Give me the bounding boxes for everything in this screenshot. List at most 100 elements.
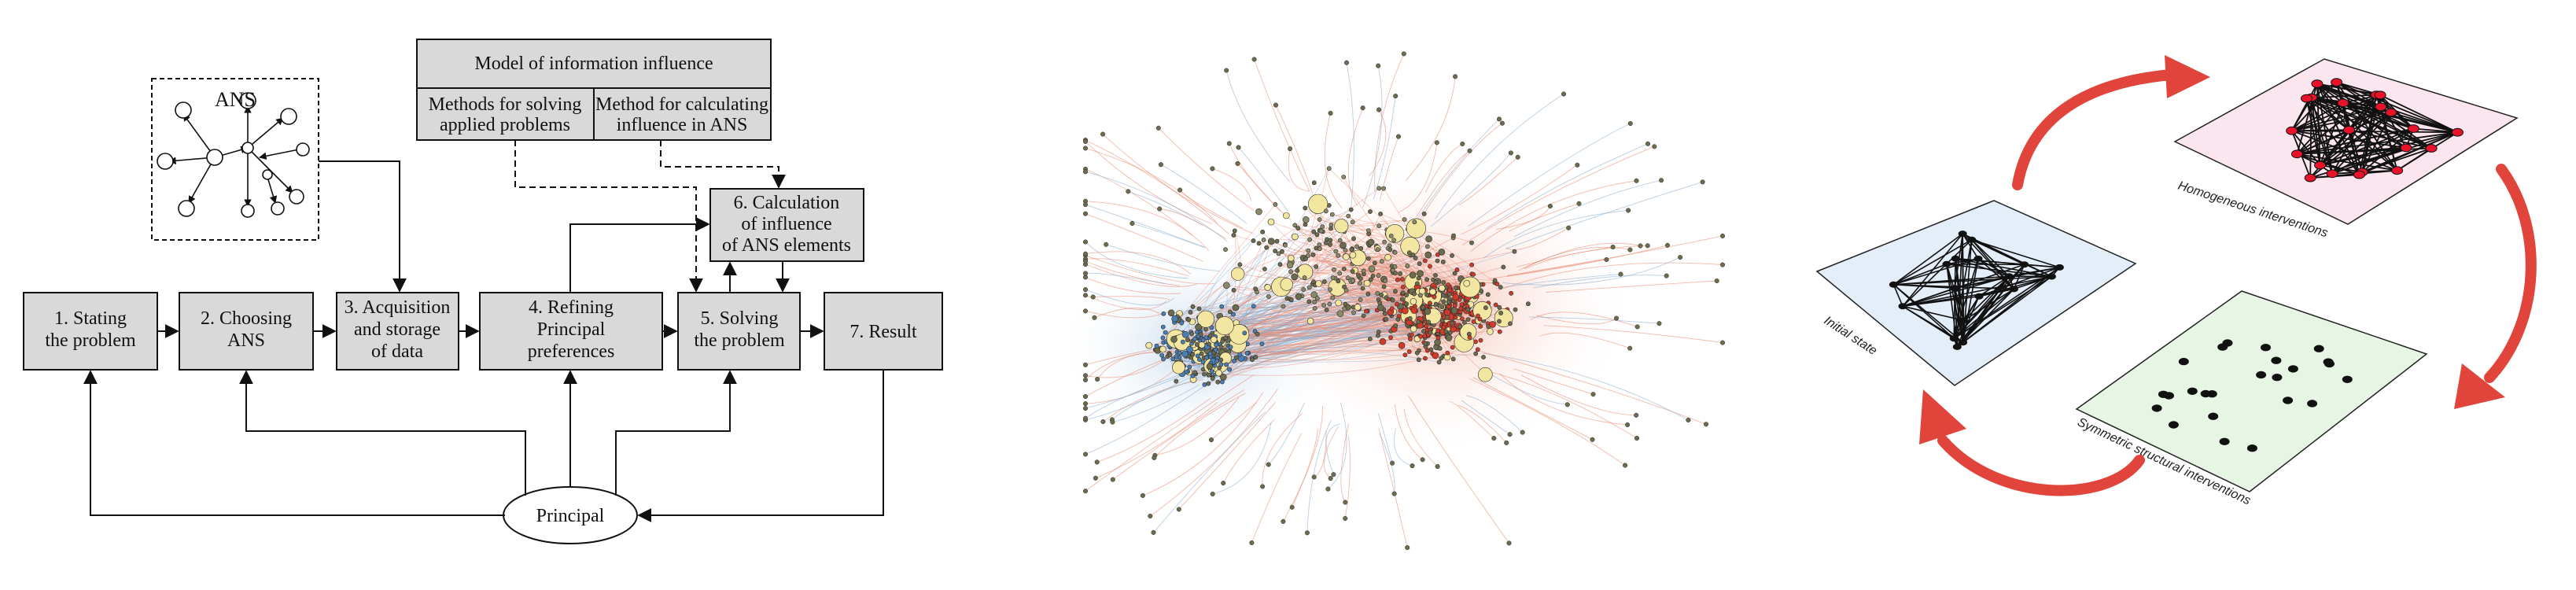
graph-edge: [1954, 288, 1965, 321]
network-edge: [1096, 397, 1211, 463]
network-node: [1289, 297, 1294, 303]
network-node: [1255, 331, 1260, 337]
flowchart-text: Model of information influence Methods f…: [45, 53, 917, 526]
methods-solving-box: [416, 87, 595, 141]
network-edge: [1536, 315, 1617, 325]
network-node: [1218, 362, 1224, 367]
network-edge: [1376, 245, 1432, 324]
network-node: [1433, 279, 1439, 285]
graph-edge: [1962, 288, 2014, 322]
network-node: [1358, 276, 1363, 281]
network-node: [1218, 357, 1224, 363]
network-node: [1196, 306, 1202, 312]
network-node: [1450, 356, 1456, 362]
network-node: [1082, 452, 1089, 457]
network-node: [1349, 251, 1357, 259]
network-node: [1450, 253, 1454, 258]
network-edge: [1095, 401, 1218, 479]
network-node: [1445, 334, 1453, 341]
graph-node: [1889, 281, 1898, 288]
network-edge: [1085, 141, 1213, 225]
network-node: [1509, 290, 1513, 296]
network-node: [1094, 459, 1100, 465]
network-node: [1613, 315, 1620, 321]
step-3-box: [336, 292, 459, 371]
graph-edge: [1953, 258, 1979, 339]
network-edge: [1332, 253, 1428, 278]
network-edge: [1112, 384, 1200, 423]
network-node: [1154, 343, 1159, 348]
network-edge: [1211, 402, 1257, 441]
network-node: [1645, 141, 1651, 146]
network-node: [1262, 267, 1267, 271]
graph-edge: [2014, 275, 2052, 290]
network-edge: [1236, 275, 1413, 323]
step-6-line-1: 6. Calculation: [734, 193, 840, 213]
network-node: [1273, 201, 1278, 207]
graph-edge: [1962, 275, 2010, 321]
network-node: [1215, 379, 1221, 385]
network-edge: [1085, 242, 1188, 279]
graph-node: [2151, 404, 2162, 412]
network-edge: [1268, 402, 1305, 465]
network-node: [1479, 289, 1484, 294]
network-node: [1450, 307, 1458, 314]
network-node: [1327, 301, 1332, 307]
network-node: [1336, 278, 1341, 284]
network-node: [1452, 271, 1458, 276]
network-node: [1408, 336, 1413, 341]
network-edge: [1085, 272, 1166, 285]
network-node: [1321, 303, 1326, 308]
network-node: [1318, 228, 1324, 234]
network-node: [1358, 280, 1362, 286]
network-node: [1100, 419, 1106, 425]
network-node: [1302, 275, 1307, 280]
network-node: [1652, 144, 1657, 149]
network-node: [1520, 430, 1525, 435]
network-node: [1657, 321, 1662, 326]
network-node: [1700, 179, 1705, 185]
network-node: [1361, 268, 1366, 274]
graph-node: [2246, 444, 2257, 452]
network-node: [1370, 273, 1376, 278]
network-node: [1249, 540, 1255, 546]
graph-node: [2004, 273, 2014, 280]
network-edge: [1498, 262, 1723, 291]
network-node: [1330, 295, 1336, 301]
network-node: [1224, 68, 1229, 73]
network-node: [1438, 248, 1446, 256]
step-6-line-2: of influence: [741, 214, 831, 234]
network-node: [1343, 500, 1348, 505]
model-box: [416, 39, 772, 89]
network-node: [1231, 267, 1245, 281]
network-edge: [1483, 352, 1689, 421]
network-node: [1398, 341, 1406, 349]
graph-node: [1950, 285, 1959, 292]
graph-edge: [1956, 267, 2060, 348]
network-node: [1458, 324, 1463, 330]
network-node: [1508, 150, 1513, 156]
network-node: [1082, 406, 1089, 411]
network-edge: [1111, 372, 1221, 420]
network-node: [1152, 455, 1157, 460]
network-edge: [1222, 419, 1275, 484]
network-edge: [1238, 147, 1289, 212]
network-edge: [1292, 429, 1318, 507]
network-node: [1333, 249, 1339, 254]
network-edge: [1150, 389, 1278, 517]
step-7-line-1: 7. Result: [849, 322, 917, 342]
network-edge: [1200, 291, 1413, 358]
network-node: [1627, 247, 1633, 253]
graph-node: [1974, 293, 1984, 300]
network-node: [1435, 252, 1440, 257]
network-node: [1227, 367, 1232, 372]
network-node: [1399, 297, 1405, 302]
network-node: [1260, 229, 1266, 234]
network-node: [1395, 301, 1399, 307]
graph-edge: [1953, 267, 2060, 339]
network-node: [1478, 367, 1493, 382]
network-node: [1220, 373, 1227, 381]
network-node: [1311, 180, 1317, 186]
graph-edge: [2291, 102, 2344, 131]
network-node: [1251, 238, 1256, 243]
